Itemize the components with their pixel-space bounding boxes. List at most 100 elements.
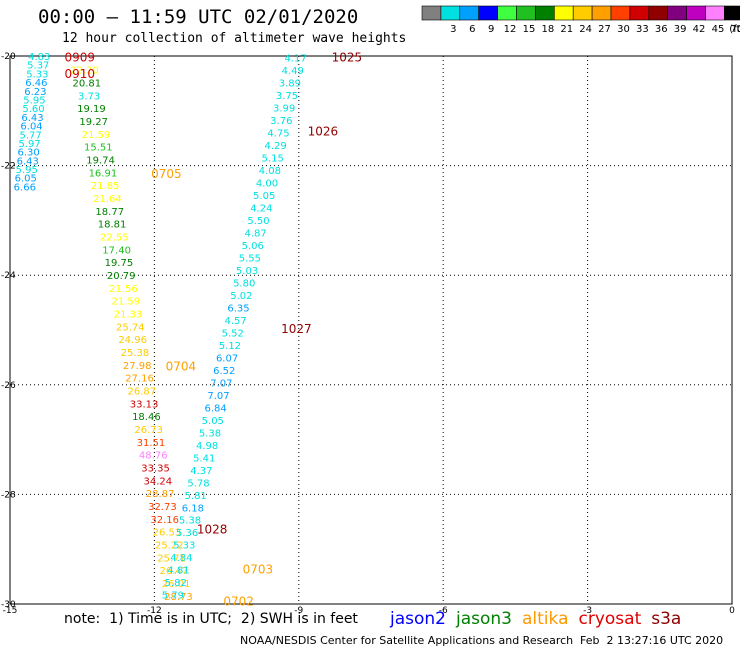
- legend-swatch: [591, 5, 612, 21]
- track-c-value: 4.29: [264, 141, 286, 152]
- x-tick-label: -12: [147, 606, 162, 616]
- track-c-value: 5.82: [165, 578, 187, 589]
- track-c-value: 3.99: [273, 104, 295, 115]
- track-a-value: 6.05: [15, 174, 37, 185]
- legend-unit-label: (ft): [729, 24, 740, 35]
- x-tick-label: -9: [294, 606, 303, 616]
- track-b-value: 3.73: [78, 91, 100, 102]
- track-b-value: 28.73: [164, 592, 193, 603]
- legend-swatch: [705, 5, 725, 21]
- pass-time-label: 1027: [281, 322, 312, 336]
- track-b-value: 21.56: [109, 284, 138, 295]
- track-b-value: 26.53: [153, 528, 182, 539]
- legend-tick-label: 12: [504, 24, 517, 35]
- track-a-value: 5.95: [16, 165, 38, 176]
- track-c-value: 5.78: [187, 478, 209, 489]
- legend-swatch: [497, 5, 517, 21]
- pass-time-label: 0702: [223, 594, 254, 608]
- track-c-value: 4.17: [284, 54, 306, 65]
- legend-swatch: [516, 5, 536, 21]
- track-a-value: 5.33: [26, 69, 48, 80]
- track-c-value: 4.75: [267, 129, 289, 140]
- y-tick-label: -22: [1, 162, 16, 172]
- track-c-value: 7.07: [210, 378, 232, 389]
- track-c-value: 6.52: [213, 366, 235, 377]
- track-b-value: 18.81: [98, 220, 127, 231]
- track-b-value: 26.87: [127, 386, 156, 397]
- legend-swatch: [724, 5, 740, 21]
- track-c-value: 5.06: [242, 241, 264, 252]
- legend-swatch: [478, 5, 498, 21]
- track-b-value: 32.16: [150, 515, 179, 526]
- legend-tick-label: 33: [636, 24, 649, 35]
- satellite-altika: altika: [522, 609, 569, 629]
- track-b-value: 21.59: [111, 297, 140, 308]
- track-c-value: 5.38: [179, 516, 201, 527]
- track-b-value: 26.47: [160, 566, 189, 577]
- track-b-value: 22.55: [100, 233, 129, 244]
- track-b-value: 22.20: [70, 66, 99, 77]
- track-c-value: 6.35: [227, 303, 249, 314]
- track-b-value: 27.98: [123, 361, 152, 372]
- track-c-value: 5.55: [239, 253, 261, 264]
- track-c-value: 5.05: [253, 191, 275, 202]
- track-c-value: 3.76: [270, 116, 292, 127]
- track-c-value: 5.05: [202, 416, 224, 427]
- track-b-value: 21.64: [93, 194, 122, 205]
- satellite-s3a: s3a: [651, 609, 682, 629]
- track-b-value: 31.51: [137, 438, 166, 449]
- track-b-value: 34.24: [144, 476, 173, 487]
- track-c-value: 4.24: [250, 204, 272, 215]
- generated-timestamp: Feb 2 13:27:16 UTC 2020: [580, 634, 724, 647]
- legend-tick-label: 18: [541, 24, 554, 35]
- track-c-value: 4.37: [190, 466, 212, 477]
- satellite-cryosat: cryosat: [578, 609, 642, 629]
- track-c-value: 6.84: [205, 403, 227, 414]
- plot-border: [9, 55, 733, 605]
- track-c-value: 5.38: [199, 428, 221, 439]
- track-c-value: 5.02: [230, 291, 252, 302]
- track-b-value: 26.01: [162, 579, 191, 590]
- track-b-value: 20.79: [107, 271, 136, 282]
- track-b-value: 20.81: [73, 79, 102, 90]
- legend-tick-label: 15: [523, 24, 536, 35]
- track-b-value: 19.74: [86, 156, 115, 167]
- track-b-value: 15.51: [84, 143, 113, 154]
- pass-time-label: 1028: [197, 522, 228, 536]
- track-c-value: 5.41: [193, 453, 215, 464]
- plot-grid: [10, 56, 732, 604]
- track-a-value: 6.23: [24, 87, 46, 98]
- pass-time-label: 0704: [166, 360, 197, 374]
- y-tick-label: -28: [1, 490, 16, 500]
- track-b-value: 33.13: [130, 399, 159, 410]
- x-tick-label: -6: [439, 606, 448, 616]
- track-b-value: 19.19: [77, 104, 106, 115]
- legend-swatch: [440, 5, 461, 21]
- footer-note: note: 1) Time is in UTC; 2) SWH is in fe…: [64, 611, 358, 627]
- track-c-value: 5.81: [185, 491, 207, 502]
- track-c-value: 4.08: [259, 166, 281, 177]
- track-a-value: 5.95: [23, 95, 45, 106]
- track-b-value: 17.40: [102, 245, 131, 256]
- color-legend: 36912151821242730333639424570(ft): [421, 5, 740, 35]
- legend-tick-label: 70: [730, 24, 740, 35]
- track-c-value: 4.81: [167, 566, 189, 577]
- satellite-legend: jason2 jason3 altika cryosat s3a: [390, 609, 691, 629]
- track-b-value: 18.46: [132, 412, 161, 423]
- track-b-value: 33.35: [141, 463, 170, 474]
- track-c-value: 3.75: [276, 91, 298, 102]
- track-a-value: 5.37: [27, 61, 49, 72]
- track-b-value: 26.73: [134, 425, 163, 436]
- legend-swatch: [667, 5, 687, 21]
- track-c-value: 4.87: [244, 228, 266, 239]
- x-tick-label: -3: [583, 606, 592, 616]
- track-c-value: 5.80: [233, 278, 255, 289]
- axis-ticks: -15 -12 -9 -6 -3 0-20-22-24-26-28-30: [1, 52, 735, 616]
- page-title: 00:00 – 11:59 UTC 02/01/2020: [38, 6, 359, 28]
- pass-time-label: 1025: [332, 51, 363, 65]
- legend-swatch: [553, 5, 574, 21]
- pass-time-label: 0909: [65, 51, 96, 65]
- track-b-value: 25.71: [157, 553, 186, 564]
- legend-tick-label: 6: [469, 24, 475, 35]
- pass-time-label: 0910: [65, 67, 96, 81]
